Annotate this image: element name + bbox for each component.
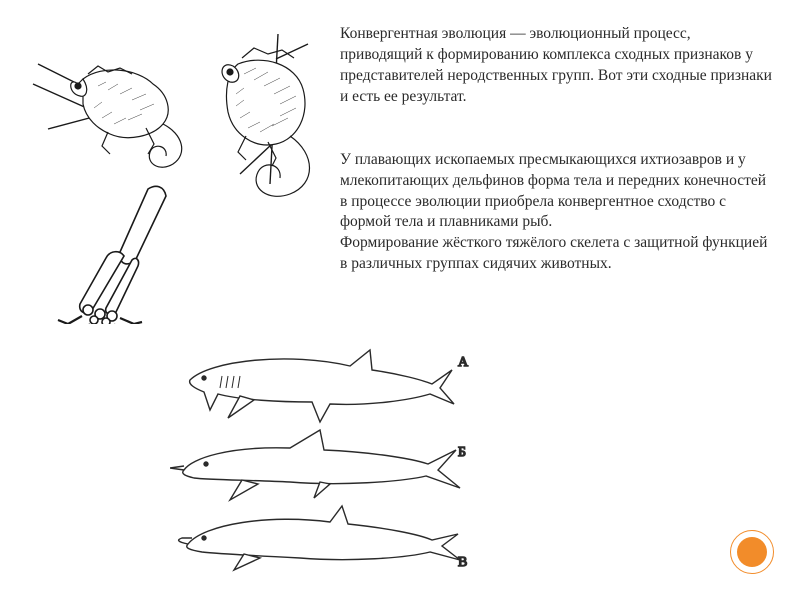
left-column <box>28 24 328 336</box>
illustration-chameleons-skeleton <box>28 24 328 324</box>
paragraph-definition: Конвергентная эволюция — эволюционный пр… <box>340 24 772 108</box>
slide-decor-circle <box>730 530 774 574</box>
label-a: А <box>458 355 469 370</box>
paragraph-example-aquatic: У плавающих ископаемых пресмыкающихся их… <box>340 150 772 234</box>
slide: А Б В Конвергентная эволюция — эволюцион… <box>0 0 800 600</box>
label-c: В <box>458 555 467 570</box>
illustration-convergent-bodies: А Б В <box>170 330 470 575</box>
label-b: Б <box>458 445 466 460</box>
right-column: Конвергентная эволюция — эволюционный пр… <box>340 24 772 317</box>
paragraph-example-skeleton: Формирование жёсткого тяжёлого скелета с… <box>340 233 772 275</box>
